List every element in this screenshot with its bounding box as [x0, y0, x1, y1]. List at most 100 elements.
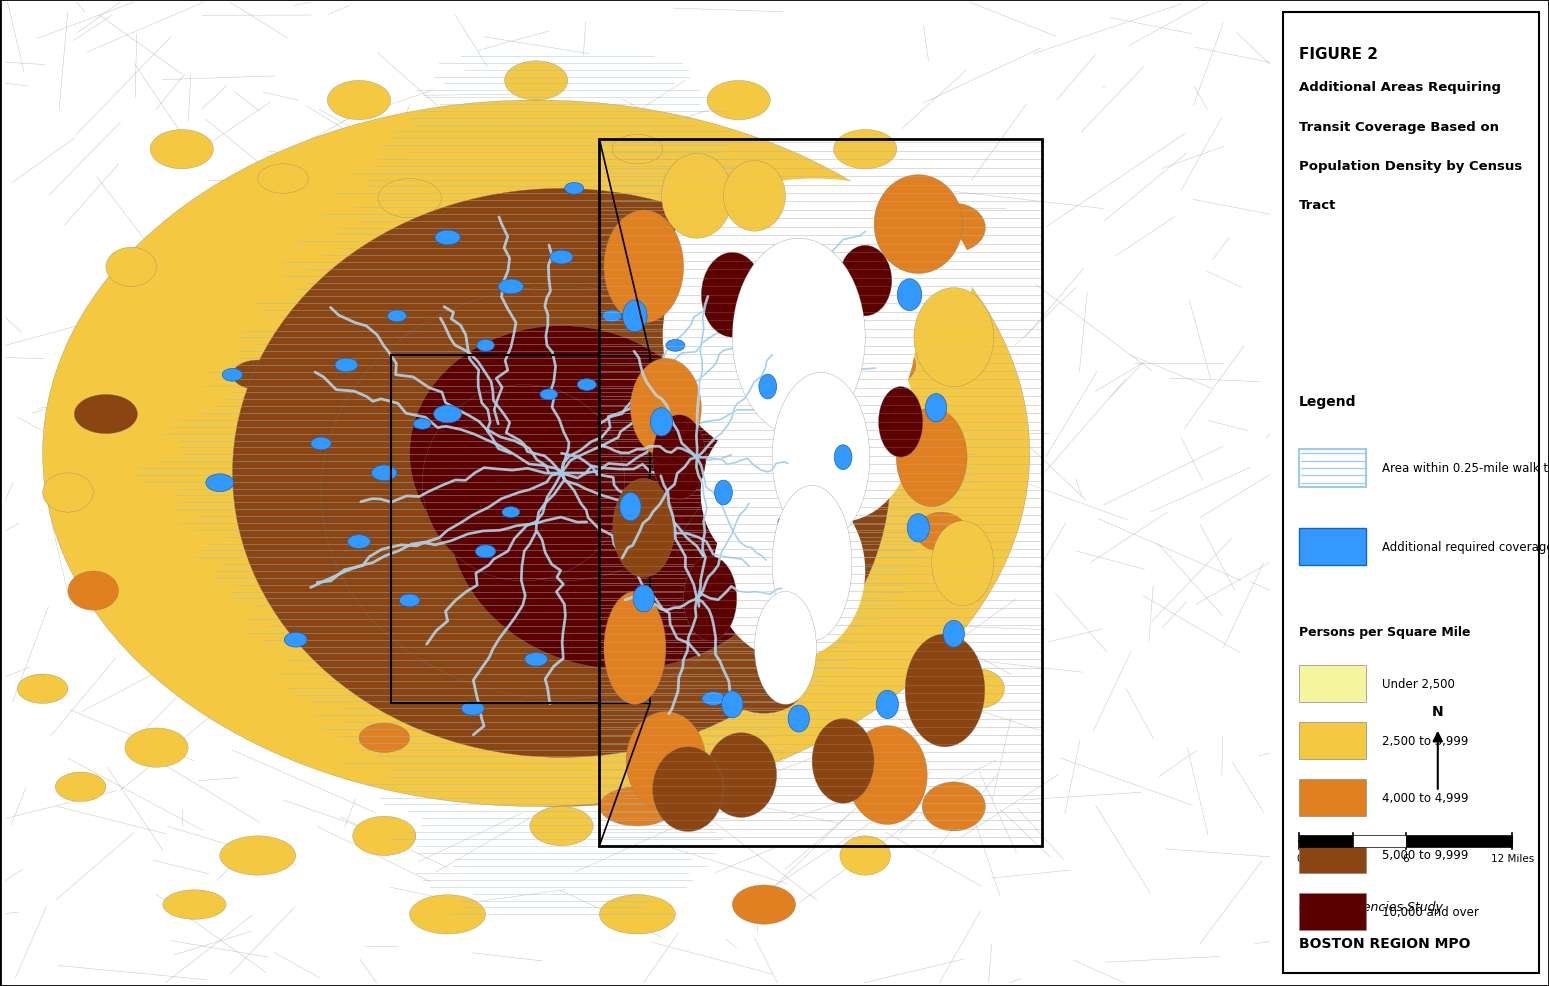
Ellipse shape: [56, 772, 105, 802]
Ellipse shape: [666, 340, 685, 352]
Ellipse shape: [599, 895, 675, 934]
Ellipse shape: [626, 712, 706, 810]
Ellipse shape: [722, 691, 744, 718]
Ellipse shape: [915, 513, 967, 552]
Ellipse shape: [877, 690, 898, 719]
Ellipse shape: [347, 535, 370, 549]
Ellipse shape: [943, 621, 965, 648]
Text: Under 2,500: Under 2,500: [1382, 677, 1455, 690]
Ellipse shape: [908, 514, 929, 542]
Text: Persons per Square Mile: Persons per Square Mile: [1300, 625, 1470, 638]
Ellipse shape: [931, 522, 993, 606]
Ellipse shape: [105, 247, 156, 287]
Ellipse shape: [706, 733, 776, 817]
Ellipse shape: [372, 465, 397, 481]
Ellipse shape: [257, 165, 308, 194]
Ellipse shape: [448, 356, 802, 669]
Ellipse shape: [847, 726, 928, 824]
Bar: [1300, 893, 1366, 930]
Ellipse shape: [702, 692, 725, 706]
Ellipse shape: [954, 669, 1004, 709]
Text: 12 Miles: 12 Miles: [1490, 853, 1534, 863]
Ellipse shape: [530, 807, 593, 846]
Ellipse shape: [435, 231, 460, 246]
Ellipse shape: [387, 311, 406, 322]
Ellipse shape: [623, 301, 647, 332]
Bar: [1300, 723, 1366, 759]
Ellipse shape: [630, 719, 694, 757]
Ellipse shape: [68, 572, 119, 610]
Ellipse shape: [578, 380, 596, 391]
Ellipse shape: [838, 246, 892, 317]
Text: BOSTON REGION MPO: BOSTON REGION MPO: [1300, 936, 1470, 950]
Text: 4,000 to 4,999: 4,000 to 4,999: [1382, 792, 1468, 805]
Ellipse shape: [409, 326, 714, 581]
Text: 10,000 and over: 10,000 and over: [1382, 905, 1479, 918]
Ellipse shape: [599, 787, 675, 826]
Ellipse shape: [723, 162, 785, 232]
Ellipse shape: [764, 376, 815, 414]
Ellipse shape: [550, 250, 573, 264]
Ellipse shape: [702, 253, 764, 338]
Ellipse shape: [477, 340, 494, 352]
Ellipse shape: [914, 288, 993, 387]
Ellipse shape: [866, 346, 915, 386]
Ellipse shape: [652, 415, 706, 500]
Text: Tract: Tract: [1300, 199, 1337, 212]
Text: 6: 6: [1402, 853, 1410, 863]
Ellipse shape: [922, 782, 985, 831]
Ellipse shape: [43, 473, 93, 513]
Ellipse shape: [502, 507, 520, 518]
Ellipse shape: [434, 406, 462, 423]
Ellipse shape: [812, 719, 874, 804]
Text: 0: 0: [1297, 853, 1303, 863]
Ellipse shape: [788, 705, 810, 733]
Ellipse shape: [759, 375, 776, 399]
Ellipse shape: [423, 386, 624, 581]
Ellipse shape: [714, 483, 866, 660]
Ellipse shape: [74, 395, 138, 434]
Ellipse shape: [125, 729, 187, 767]
Ellipse shape: [378, 179, 441, 219]
Ellipse shape: [163, 890, 226, 919]
Text: 2,500 to 3,999: 2,500 to 3,999: [1382, 735, 1468, 747]
Text: N: N: [1431, 704, 1444, 719]
Ellipse shape: [613, 479, 675, 578]
Bar: [390, 356, 651, 704]
Ellipse shape: [683, 556, 737, 641]
Bar: [1300, 835, 1352, 847]
Ellipse shape: [335, 359, 358, 373]
Text: 5,000 to 9,999: 5,000 to 9,999: [1382, 848, 1468, 861]
Ellipse shape: [706, 82, 770, 120]
Bar: [1300, 836, 1366, 874]
Ellipse shape: [714, 257, 764, 297]
Ellipse shape: [462, 702, 485, 716]
Text: Legend: Legend: [1300, 395, 1357, 409]
Ellipse shape: [634, 586, 654, 612]
Ellipse shape: [409, 895, 485, 934]
Ellipse shape: [630, 359, 702, 458]
Bar: [1406, 835, 1512, 847]
Ellipse shape: [778, 516, 801, 529]
Ellipse shape: [833, 130, 897, 170]
Ellipse shape: [878, 387, 923, 458]
Ellipse shape: [400, 595, 420, 607]
Ellipse shape: [612, 135, 663, 165]
Ellipse shape: [620, 493, 641, 522]
Ellipse shape: [232, 361, 283, 390]
Ellipse shape: [321, 287, 802, 699]
Text: Population Density by Census: Population Density by Census: [1300, 160, 1523, 173]
Ellipse shape: [773, 373, 869, 542]
Bar: [1300, 666, 1366, 703]
Ellipse shape: [649, 720, 677, 738]
Ellipse shape: [661, 154, 733, 239]
Ellipse shape: [156, 140, 967, 807]
Ellipse shape: [499, 280, 524, 295]
Ellipse shape: [285, 633, 307, 648]
Ellipse shape: [764, 326, 915, 523]
Ellipse shape: [657, 179, 973, 376]
Ellipse shape: [603, 311, 621, 322]
Text: Additional Areas Requiring: Additional Areas Requiring: [1300, 82, 1501, 95]
Ellipse shape: [663, 209, 915, 463]
Ellipse shape: [414, 419, 431, 430]
